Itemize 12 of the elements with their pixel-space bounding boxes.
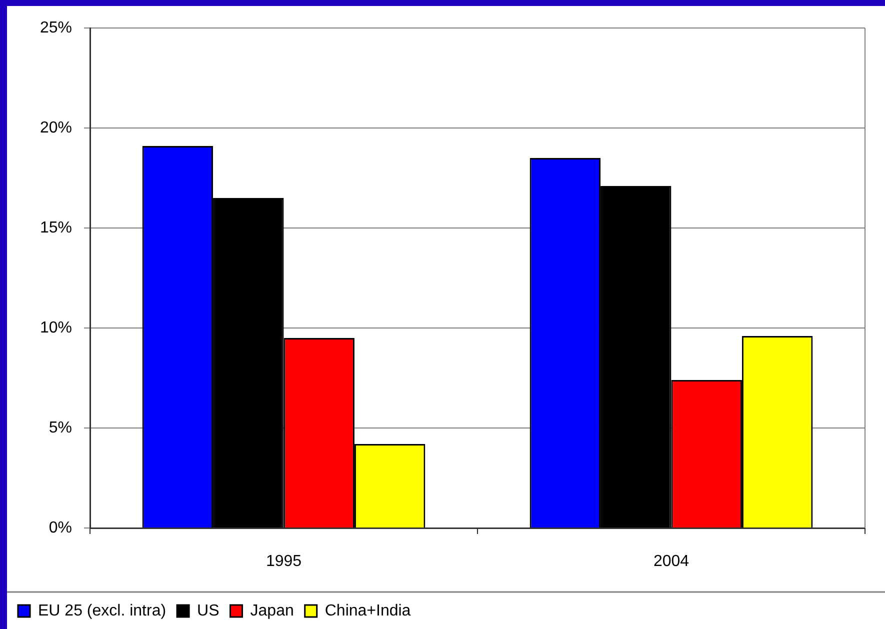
legend-label: US bbox=[197, 602, 220, 620]
y-tick-label: 15% bbox=[40, 219, 72, 236]
y-tick-label: 20% bbox=[40, 119, 72, 136]
y-tick-label: 10% bbox=[40, 319, 72, 336]
y-tick-label: 0% bbox=[48, 519, 72, 536]
legend-label: EU 25 (excl. intra) bbox=[38, 602, 166, 620]
legend-label: China+India bbox=[324, 602, 411, 620]
x-tick-label: 1995 bbox=[266, 553, 302, 570]
legend-label: Japan bbox=[250, 602, 294, 620]
y-tick-label: 5% bbox=[48, 419, 72, 436]
y-tick-label: 25% bbox=[40, 19, 72, 36]
x-tick-label: 2004 bbox=[653, 553, 690, 570]
